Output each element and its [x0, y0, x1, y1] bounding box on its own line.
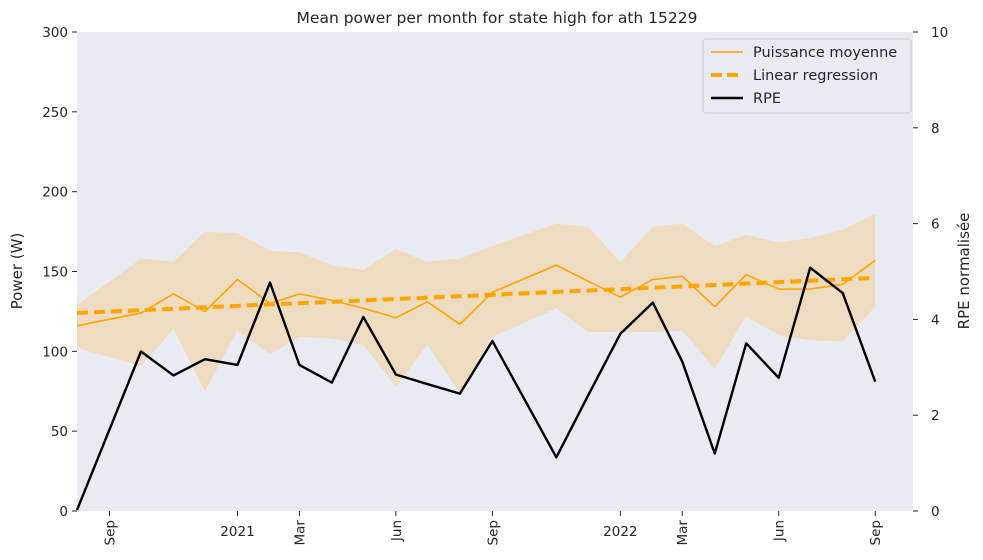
series-rpe-line [75, 266, 877, 511]
x-tick-label: Jun [389, 520, 405, 542]
chart-title: Mean power per month for state high for … [297, 9, 698, 27]
y2-tick-label: 8 [931, 121, 940, 137]
y2-tick-label: 6 [931, 217, 940, 233]
y-tick-label: 200 [42, 185, 68, 201]
series-linear-regression-line [76, 275, 876, 316]
x-tick-label: Mar [292, 520, 308, 546]
legend-label-linear-regression: Linear regression [753, 68, 878, 84]
legend-frame [702, 38, 912, 114]
y-tick-label: 150 [42, 265, 68, 281]
x-tick-label: Mar [675, 520, 691, 546]
x-tick-label: Sep [103, 520, 119, 545]
std-band-layer [77, 214, 876, 393]
legend-label-rpe: RPE [753, 91, 781, 107]
x-tick-label: Sep [485, 520, 501, 545]
right-y-axis: 0 2 4 6 8 10 [913, 25, 948, 520]
y-tick-label: 250 [42, 105, 68, 121]
series-layer [75, 259, 877, 511]
std-band [77, 214, 876, 393]
y-tick-label: 100 [42, 344, 68, 360]
x-tick-label: 2021 [220, 524, 254, 540]
x-tick-label: Jun [772, 520, 788, 542]
y2-axis-title: RPE normalisée [955, 213, 973, 330]
y-tick-label: 50 [51, 424, 68, 440]
y2-tick-label: 10 [931, 25, 948, 41]
y2-tick-label: 2 [931, 408, 940, 424]
series-puissance-moyenne-line [76, 259, 876, 327]
y2-tick-label: 4 [931, 312, 940, 328]
x-tick-label: 2022 [603, 524, 637, 540]
y-tick-label: 300 [42, 25, 68, 41]
left-y-axis: 0 50 100 150 200 250 300 [42, 25, 77, 520]
y2-tick-label: 0 [931, 504, 940, 520]
legend-label-puissance-moyenne: Puissance moyenne [753, 45, 897, 61]
x-tick-label: Sep [868, 520, 884, 545]
x-axis: Sep 2021 Mar Jun Sep 2022 Mar Jun Sep [103, 511, 884, 546]
y-axis-title: Power (W) [8, 233, 26, 310]
y-tick-label: 0 [59, 504, 68, 520]
legend: Puissance moyenne Linear regression RPE [702, 38, 912, 114]
